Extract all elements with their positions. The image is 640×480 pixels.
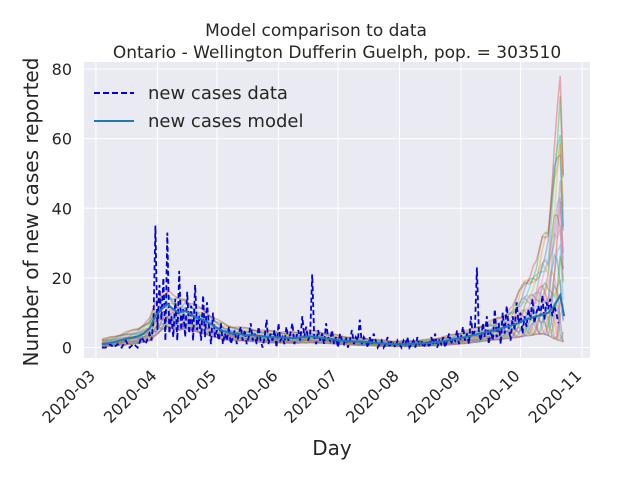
chart-subtitle: Ontario - Wellington Dufferin Guelph, po… xyxy=(113,43,561,63)
x-tick-label: 2020-05 xyxy=(159,366,220,427)
x-tick-label: 2020-06 xyxy=(221,366,282,427)
x-tick-label: 2020-04 xyxy=(100,366,161,427)
x-tick-label: 2020-10 xyxy=(463,366,524,427)
x-tick-label: 2020-08 xyxy=(342,366,403,427)
x-axis-label: Day xyxy=(312,436,352,460)
model-mean-line xyxy=(101,292,566,346)
y-tick-label: 40 xyxy=(52,199,72,218)
y-tick-label: 60 xyxy=(52,130,72,149)
model-realization-line xyxy=(101,301,564,348)
model-realization-line xyxy=(101,268,564,347)
x-tick-label: 2020-11 xyxy=(525,366,586,427)
model-realization-line xyxy=(101,299,564,348)
series xyxy=(101,225,566,351)
chart-title: Model comparison to data xyxy=(205,21,427,41)
model-realization-line xyxy=(101,311,564,348)
grid xyxy=(84,62,590,358)
y-tick-label: 0 xyxy=(62,339,72,358)
x-tick-label: 2020-03 xyxy=(38,366,99,427)
model-realization-line xyxy=(101,255,564,347)
model-realization-line xyxy=(101,297,564,348)
y-tick-label: 80 xyxy=(52,60,72,79)
legend: new cases data new cases model xyxy=(94,83,303,132)
x-tick-label: 2020-09 xyxy=(403,366,464,427)
legend-label-model: new cases model xyxy=(148,111,303,132)
model-realization-line xyxy=(101,292,564,348)
model-realization-line xyxy=(101,305,564,348)
legend-label-data: new cases data xyxy=(148,83,288,104)
model-realization-line xyxy=(101,252,564,347)
x-tick-label: 2020-07 xyxy=(280,366,341,427)
y-tick-label: 20 xyxy=(52,269,72,288)
model-realization-line xyxy=(101,283,564,348)
model-realization-line xyxy=(101,279,564,348)
y-axis-label: Number of new cases reported xyxy=(19,58,43,367)
